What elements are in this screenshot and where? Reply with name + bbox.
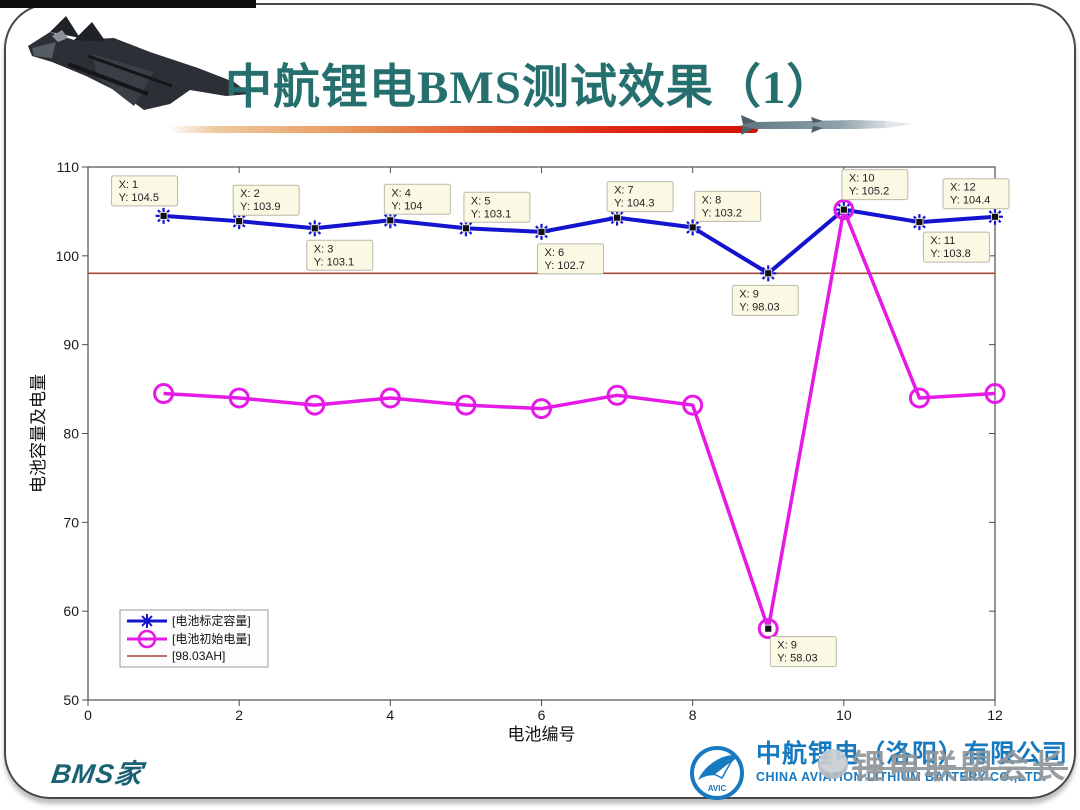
x-tick-label: 4 <box>386 707 394 723</box>
title-underline-rule <box>168 126 758 133</box>
svg-text:X: 8: X: 8 <box>702 194 722 206</box>
svg-text:Y: 104.3: Y: 104.3 <box>614 198 654 210</box>
legend-label: [电池标定容量] <box>172 613 251 628</box>
slide-rounded-border <box>4 3 1076 799</box>
datatip: X: 12Y: 104.4 <box>942 178 1010 210</box>
svg-text:Y: 103.2: Y: 103.2 <box>702 207 742 219</box>
datatip: X: 9Y: 98.03 <box>731 284 799 316</box>
datatip: X: 8Y: 103.2 <box>694 190 762 222</box>
company-name-cn: 中航锂电（洛阳）有限公司 <box>756 740 1069 768</box>
y-tick-label: 60 <box>63 603 79 619</box>
datatip: X: 1Y: 104.5 <box>111 175 179 207</box>
datatip: X: 4Y: 104 <box>383 183 451 215</box>
x-tick-label: 12 <box>987 707 1003 723</box>
x-tick-label: 0 <box>84 707 92 723</box>
y-axis-label: 电池容量及电量 <box>29 374 48 493</box>
fighter-jet-icon <box>28 16 250 110</box>
svg-text:Y: 105.2: Y: 105.2 <box>849 186 889 198</box>
page-title: 中航锂电BMS测试效果（1） <box>225 62 835 114</box>
y-tick-label: 50 <box>63 692 79 708</box>
y-tick-label: 90 <box>63 337 79 353</box>
datatip: X: 11Y: 103.8 <box>922 231 990 263</box>
datatips: X: 1Y: 104.5 X: 2Y: 103.9X: 3Y: 103.1X: 4… <box>111 169 1010 668</box>
svg-text:Y: 103.1: Y: 103.1 <box>314 256 354 268</box>
watermark-text: 锂电联盟会长 <box>852 748 1068 785</box>
legend-label: [电池初始电量] <box>172 632 251 646</box>
x-tick-label: 2 <box>235 707 243 723</box>
series-1 <box>153 199 1006 640</box>
legend: [电池标定容量] [电池初始电量] [98.03AH] <box>119 609 269 668</box>
svg-text:X: 7: X: 7 <box>614 185 634 197</box>
svg-text:X: 11: X: 11 <box>930 235 955 247</box>
x-tick-label: 8 <box>689 707 697 723</box>
svg-text:Y: 98.03: Y: 98.03 <box>739 301 779 313</box>
svg-text:X: 5: X: 5 <box>471 195 491 207</box>
svg-text:X: 9: X: 9 <box>777 640 797 652</box>
svg-text:Y: 102.7: Y: 102.7 <box>545 260 585 272</box>
svg-text:Y: 104.5: Y: 104.5 <box>119 192 159 204</box>
y-tick-label: 100 <box>56 248 80 264</box>
datatip: X: 10Y: 105.2 <box>841 169 909 201</box>
axes: 0 2 4 6 8 10 12 50 60 70 80 90 100 110 电池编号 电池容量及电量 <box>29 159 1003 744</box>
svg-text:X: 9: X: 9 <box>739 288 759 300</box>
svg-text:X: 6: X: 6 <box>545 247 565 259</box>
y-tick-label: 80 <box>63 426 79 442</box>
avic-logo-icon: AVIC <box>690 746 744 800</box>
svg-text:X: 3: X: 3 <box>314 243 334 255</box>
datatip: X: 3Y: 103.1 <box>306 239 374 271</box>
datatip: X: 9Y: 58.03 <box>769 636 837 668</box>
datatip: X: 7Y: 104.3 <box>606 181 674 213</box>
y-tick-label: 110 <box>57 159 80 175</box>
svg-text:X: 10: X: 10 <box>849 173 875 185</box>
y-tick-label: 70 <box>63 514 79 530</box>
datatip: X: 2Y: 103.9 <box>232 184 300 216</box>
x-tick-label: 10 <box>836 707 852 723</box>
svg-text:Y: 103.8: Y: 103.8 <box>930 248 970 260</box>
photo-edge-strip <box>0 0 256 8</box>
svg-text:Y: 103.9: Y: 103.9 <box>240 201 280 213</box>
watermark-avatar-icon <box>818 749 848 779</box>
datatip: X: 5Y: 103.1 <box>463 191 531 223</box>
x-axis-label: 电池编号 <box>508 725 576 744</box>
svg-text:Y: 58.03: Y: 58.03 <box>777 653 817 665</box>
bms-logo: BMS家 <box>49 759 145 789</box>
svg-text:X: 12: X: 12 <box>950 182 976 194</box>
svg-text:X: 4: X: 4 <box>391 187 411 199</box>
svg-text:Y: 104: Y: 104 <box>391 200 422 212</box>
legend-label: [98.03AH] <box>172 649 225 663</box>
missile-icon <box>739 115 913 135</box>
svg-text:X: 2: X: 2 <box>240 188 260 200</box>
svg-text:X: 1: X: 1 <box>119 179 139 191</box>
svg-text:Y: 104.4: Y: 104.4 <box>950 195 990 207</box>
watermark: 锂电联盟会长 <box>818 740 1068 788</box>
avic-logo-label: AVIC <box>708 784 727 793</box>
datatip: X: 6Y: 102.7 <box>537 243 604 275</box>
x-tick-label: 6 <box>538 707 546 723</box>
svg-text:Y: 103.1: Y: 103.1 <box>471 208 511 220</box>
datatip-markers <box>159 205 999 633</box>
company-name-block: 中航锂电（洛阳）有限公司 CHINA AVIATION LITHIUM BATT… <box>756 742 1068 784</box>
